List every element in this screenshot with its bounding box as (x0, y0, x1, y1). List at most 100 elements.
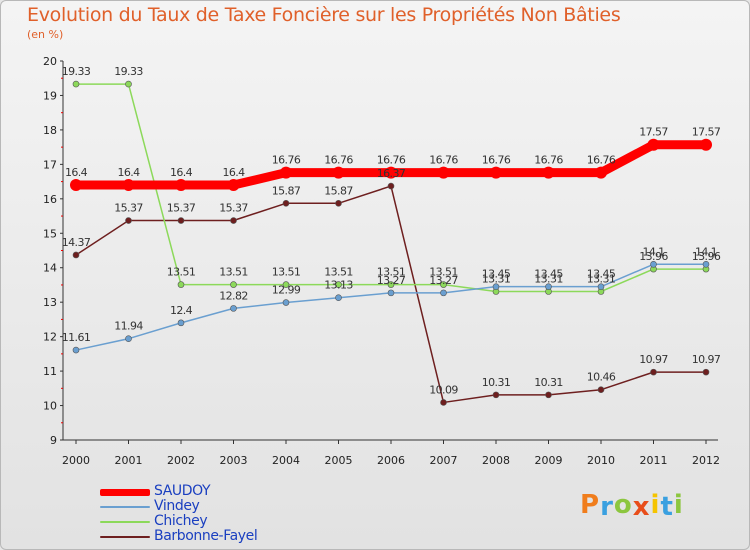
data-point (335, 294, 342, 302)
data-label: 13.96 (639, 250, 668, 263)
y-tick-label: 12 (43, 331, 57, 344)
data-point (700, 138, 712, 151)
proxiti-logo: Proxiti (580, 490, 684, 522)
data-point (702, 368, 710, 376)
data-label: 13.51 (219, 266, 248, 279)
data-point (280, 166, 292, 179)
data-label: 16.4 (222, 166, 245, 179)
data-label: 16.4 (65, 166, 88, 179)
data-label: 14.37 (62, 236, 91, 249)
chart-title: Evolution du Taux de Taxe Foncière sur l… (27, 4, 621, 26)
data-point (387, 289, 395, 297)
data-label: 13.96 (692, 250, 721, 263)
x-tick-label: 2012 (692, 454, 720, 467)
data-label: 16.4 (117, 166, 140, 179)
x-tick-label: 2006 (377, 454, 405, 467)
data-point (177, 319, 185, 327)
data-point (597, 386, 605, 393)
data-label: 13.31 (587, 273, 616, 286)
data-point (230, 217, 237, 224)
x-tick-label: 2011 (640, 454, 668, 467)
x-tick-label: 2001 (115, 454, 143, 467)
logo-letter: i (673, 490, 684, 520)
data-label: 15.37 (219, 202, 248, 215)
data-label: 10.09 (429, 383, 458, 396)
legend-label: Barbonne-Fayel (154, 528, 258, 544)
data-point (332, 166, 345, 179)
legend-swatch (100, 521, 150, 523)
data-point (282, 281, 290, 288)
logo-letter: x (632, 492, 651, 522)
data-point (125, 217, 132, 224)
data-label: 17.57 (692, 126, 721, 139)
data-label: 13.51 (272, 266, 301, 279)
data-point (177, 281, 185, 288)
legend-label: SAUDOY (154, 483, 211, 499)
x-tick-label: 2003 (220, 454, 248, 467)
legend-label: Vindey (154, 498, 200, 514)
data-point (437, 166, 450, 179)
logo-letter: t (660, 492, 674, 522)
data-label: 11.61 (62, 331, 91, 344)
chart-data-labels: 16.4 16.4 16.4 16.4 16.76 16.76 16.76 16.76 16.7… (62, 65, 722, 396)
data-label: 13.27 (429, 274, 458, 287)
data-point (125, 335, 132, 343)
data-point (122, 179, 135, 192)
y-tick-label: 15 (43, 227, 57, 240)
data-label: 10.46 (587, 371, 616, 384)
y-tick-label: 13 (43, 296, 57, 309)
data-label: 15.37 (114, 202, 143, 215)
data-point (545, 391, 552, 399)
data-point (385, 166, 397, 179)
x-tick-label: 2005 (325, 454, 353, 467)
data-point (650, 260, 657, 268)
chart-series (70, 80, 712, 406)
x-tick-label: 2008 (482, 454, 510, 467)
y-tick-label: 14 (43, 262, 57, 275)
data-point (490, 166, 502, 179)
y-tick-label: 10 (43, 400, 57, 413)
data-label: 19.33 (62, 65, 91, 78)
data-label: 17.57 (639, 126, 668, 139)
data-label: 14.1 (642, 245, 664, 258)
data-label: 13.51 (324, 266, 353, 279)
data-point (125, 80, 132, 88)
data-label: 16.76 (324, 154, 353, 167)
data-point (72, 80, 80, 88)
y-tick-label: 19 (43, 89, 57, 102)
data-point (387, 281, 395, 288)
data-point (282, 199, 290, 207)
x-tick-label: 2000 (62, 454, 90, 467)
y-tick-label: 11 (43, 365, 57, 378)
data-point (492, 391, 500, 399)
y-tick-label: 17 (43, 158, 57, 171)
data-label: 10.97 (692, 353, 721, 366)
legend-swatch (100, 536, 150, 538)
data-point (230, 305, 237, 312)
data-label: 16.37 (377, 167, 406, 180)
data-label: 12.82 (219, 289, 248, 302)
y-tick-label: 18 (43, 124, 57, 137)
data-label: 13.45 (587, 268, 616, 281)
data-point (335, 281, 342, 288)
data-label: 14.1 (695, 245, 717, 258)
data-point (702, 260, 710, 268)
data-label: 15.87 (272, 184, 301, 197)
data-label: 13.51 (377, 266, 406, 279)
data-point (72, 251, 80, 259)
data-point (175, 179, 187, 192)
legend-label: Chichey (154, 513, 208, 529)
chart-subtitle: (en %) (27, 28, 64, 41)
data-label: 11.94 (114, 320, 143, 333)
x-tick-label: 2009 (535, 454, 563, 467)
data-point (335, 199, 342, 207)
data-label: 10.97 (639, 353, 668, 366)
legend-swatch (100, 488, 150, 496)
data-label: 13.31 (534, 273, 563, 286)
data-point (72, 346, 80, 354)
data-point (492, 283, 500, 290)
data-label: 13.31 (482, 273, 511, 286)
data-label: 13.45 (482, 268, 511, 281)
y-tick-label: 16 (43, 193, 57, 206)
